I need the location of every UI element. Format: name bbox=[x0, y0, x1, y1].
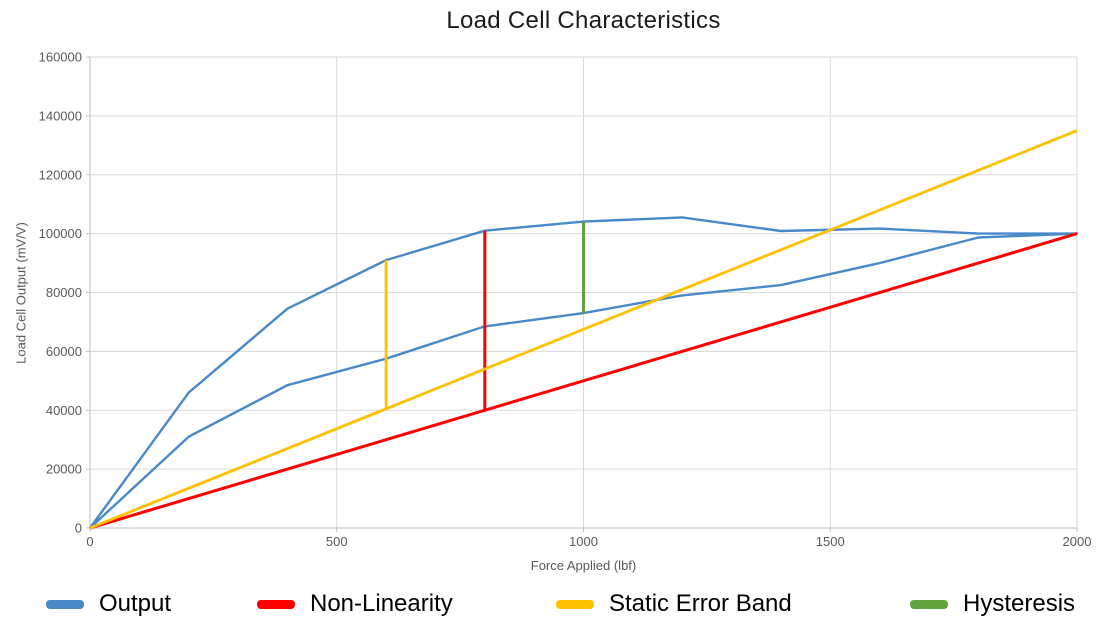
static-error-band-line bbox=[89, 129, 1078, 530]
legend-label: Non-Linearity bbox=[310, 590, 453, 617]
y-tick-label: 40000 bbox=[46, 403, 82, 418]
y-tick-label: 160000 bbox=[39, 50, 82, 65]
non-linearity-line bbox=[89, 232, 1078, 530]
non-linearity-series-swatch bbox=[257, 599, 295, 609]
legend-item-output: Output bbox=[46, 584, 171, 624]
y-tick-label: 20000 bbox=[46, 462, 82, 477]
output-series-swatch bbox=[46, 599, 84, 609]
legend: Output Non-Linearity Static Error Band H… bbox=[0, 584, 1104, 628]
x-axis-title: Force Applied (lbf) bbox=[530, 558, 637, 573]
plot-area: 0200004000060000800001000001200001400001… bbox=[39, 50, 1092, 549]
legend-item-hysteresis: Hysteresis bbox=[910, 584, 1075, 624]
x-tick-label: 2000 bbox=[1063, 534, 1092, 549]
y-tick-label: 140000 bbox=[39, 108, 82, 123]
x-tick-label: 0 bbox=[86, 534, 93, 549]
x-tick-label: 1500 bbox=[816, 534, 845, 549]
y-tick-label: 60000 bbox=[46, 344, 82, 359]
chart-title: Load Cell Characteristics bbox=[446, 7, 721, 34]
legend-item-static-error-band: Static Error Band bbox=[556, 584, 792, 624]
legend-label: Hysteresis bbox=[963, 590, 1076, 617]
legend-item-non-linearity: Non-Linearity bbox=[257, 584, 453, 624]
hysteresis-series-swatch bbox=[910, 599, 948, 609]
x-tick-label: 500 bbox=[326, 534, 348, 549]
static-error-band-series-swatch bbox=[556, 599, 594, 609]
x-tick-label: 1000 bbox=[569, 534, 598, 549]
y-tick-label: 120000 bbox=[39, 167, 82, 182]
y-tick-label: 100000 bbox=[39, 226, 82, 241]
y-axis-title: Load Cell Output (mV/V) bbox=[13, 222, 29, 364]
legend-label: Output bbox=[99, 590, 172, 617]
legend-label: Static Error Band bbox=[609, 590, 792, 617]
y-tick-label: 0 bbox=[75, 521, 82, 536]
y-tick-label: 80000 bbox=[46, 285, 82, 300]
